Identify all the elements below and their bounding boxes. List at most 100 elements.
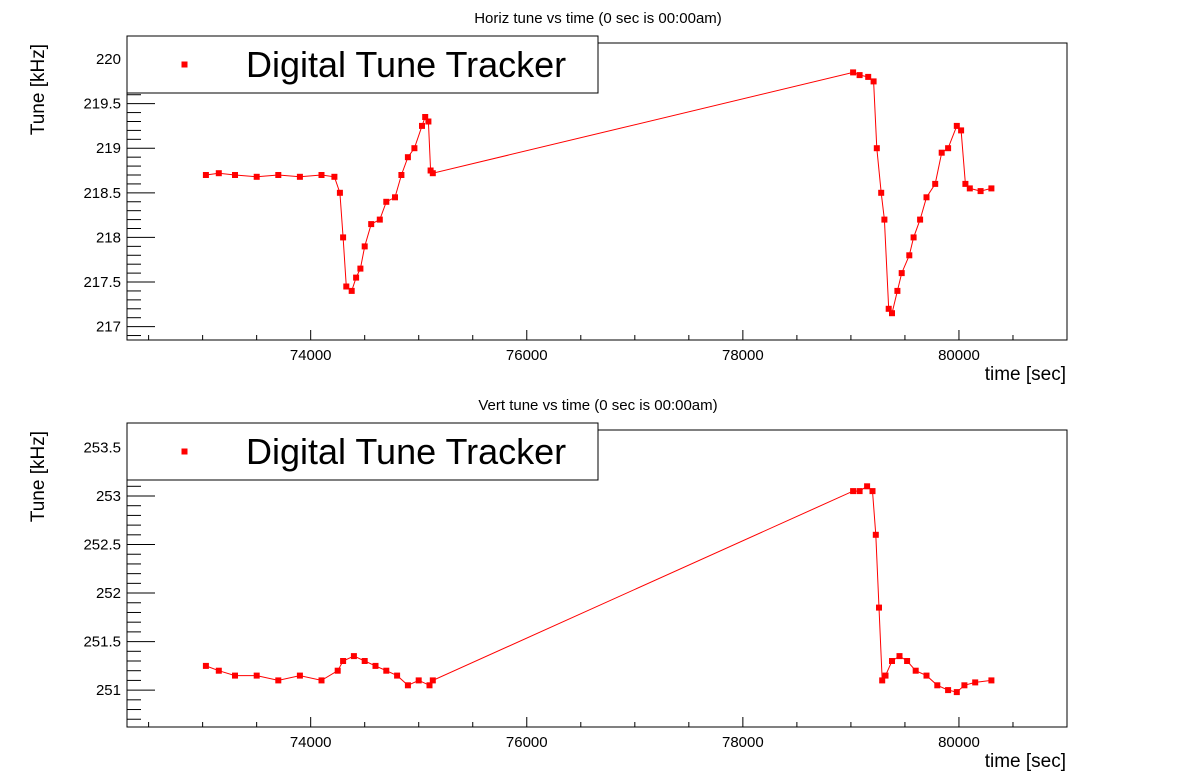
vert-x-tick-label: 76000 — [506, 734, 548, 751]
vert-data-point — [361, 658, 368, 664]
horiz-y-tick-label: 217.5 — [83, 274, 121, 291]
vert-data-point — [934, 682, 941, 689]
vert-data-marks — [202, 483, 995, 696]
horiz-data-point — [889, 310, 895, 317]
vert-series-line — [205, 485, 992, 693]
vert-data-point — [961, 682, 968, 689]
horiz-legend-label: Digital Tune Tracker — [246, 44, 566, 85]
vert-x-tick-label: 80000 — [938, 734, 980, 751]
horiz-legend: Digital Tune Tracker — [126, 35, 599, 94]
horiz-data-point — [411, 145, 418, 152]
horiz-data-point — [938, 149, 945, 156]
vert-data-point — [202, 662, 209, 669]
vert-data-point — [275, 677, 282, 684]
horiz-data-point — [910, 234, 917, 241]
horiz-data-point — [419, 122, 425, 129]
vert-data-point — [904, 658, 911, 664]
horiz-y-tick-label: 218 — [96, 229, 121, 246]
vert-data-point — [912, 667, 919, 674]
vert-data-point — [429, 677, 436, 684]
vert-data-point — [864, 483, 871, 490]
horiz-data-point — [958, 127, 965, 134]
horiz-data-point — [923, 194, 930, 201]
horiz-data-point — [932, 180, 939, 187]
horiz-data-point — [404, 154, 411, 161]
horiz-data-point — [398, 172, 405, 178]
horiz-data-point — [878, 189, 885, 196]
horiz-data-point — [898, 270, 905, 277]
horiz-data-point — [253, 173, 260, 180]
horiz-data-point — [953, 122, 960, 129]
vert-x-tick-label: 78000 — [722, 734, 764, 751]
horiz-data-point — [361, 243, 368, 250]
horiz-y-tick-label: 218.5 — [83, 185, 121, 202]
horiz-data-point — [962, 180, 969, 187]
vert-data-point — [340, 658, 347, 664]
vert-data-point — [415, 677, 422, 684]
horiz-y-tick-label: 217 — [96, 319, 121, 336]
vert-data-point — [426, 682, 433, 689]
horiz-data-point — [296, 173, 303, 180]
vert-data-point — [350, 653, 357, 660]
vert-x-tick-label: 74000 — [290, 734, 332, 751]
horiz-x-tick-label: 80000 — [938, 347, 980, 364]
horiz-data-point — [966, 185, 973, 192]
horiz-data-point — [988, 185, 995, 192]
vert-data-point — [869, 488, 876, 495]
horiz-data-point — [368, 221, 375, 228]
horiz-axis-ticks: 74000 76000 78000 80000 217 217.5 218 218.5 219 2… — [83, 49, 1068, 364]
horiz-data-point — [353, 274, 360, 281]
vert-data-point — [232, 672, 238, 679]
vert-data-point — [372, 662, 379, 669]
vert-legend-marker — [181, 448, 188, 455]
horiz-data-point — [429, 170, 436, 177]
horiz-data-point — [917, 216, 924, 223]
horiz-data-point — [894, 287, 901, 294]
horiz-data-point — [318, 172, 325, 178]
vert-data-point — [296, 672, 303, 679]
vert-data-point — [253, 672, 260, 679]
horiz-data-point — [340, 234, 347, 241]
vert-data-point — [896, 653, 903, 660]
vert-data-point — [318, 677, 325, 684]
horiz-data-point — [202, 172, 209, 178]
horiz-y-tick-label: 219 — [96, 140, 121, 157]
horiz-data-point — [383, 198, 390, 205]
horiz-legend-box — [126, 35, 599, 94]
vert-legend-label: Digital Tune Tracker — [246, 431, 566, 472]
horiz-data-point — [376, 216, 383, 223]
horiz-tune-panel: Horiz tune vs time (0 sec is 00:00am) 74… — [28, 10, 1068, 385]
vert-data-point — [215, 667, 222, 674]
horiz-y-tick-label: 220 — [96, 51, 121, 68]
vert-data-point — [889, 658, 895, 664]
vert-data-point — [876, 604, 882, 611]
horiz-data-point — [348, 287, 355, 294]
vert-data-point — [923, 672, 930, 679]
vert-y-axis-label: Tune [kHz] — [28, 431, 49, 522]
horiz-x-axis-label: time [sec] — [985, 364, 1066, 385]
vert-data-point — [856, 488, 863, 495]
vert-legend: Digital Tune Tracker — [126, 422, 599, 481]
vert-chart-title: Vert tune vs time (0 sec is 00:00am) — [478, 397, 717, 414]
horiz-y-axis-label: Tune [kHz] — [28, 44, 49, 135]
horiz-data-point — [215, 170, 222, 177]
horiz-data-point — [850, 69, 857, 76]
horiz-data-point — [881, 216, 888, 223]
vert-y-tick-label: 251.5 — [83, 634, 121, 651]
vert-data-point — [972, 679, 979, 686]
horiz-x-tick-label: 74000 — [290, 347, 332, 364]
horiz-data-point — [870, 78, 877, 85]
horiz-data-point — [885, 305, 892, 312]
horiz-data-point — [865, 73, 872, 80]
vert-data-point — [945, 687, 952, 694]
horiz-data-point — [336, 189, 343, 196]
vert-data-point — [394, 672, 401, 679]
vert-y-tick-label: 251 — [96, 682, 121, 699]
horiz-data-point — [945, 145, 952, 152]
horiz-data-point — [357, 265, 364, 272]
vert-y-tick-label: 253.5 — [83, 439, 121, 456]
vert-y-tick-label: 253 — [96, 488, 121, 505]
horiz-data-point — [232, 172, 238, 178]
horiz-data-point — [425, 118, 432, 125]
